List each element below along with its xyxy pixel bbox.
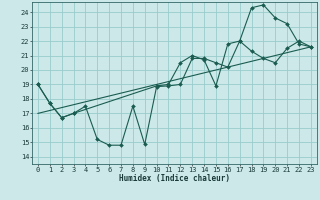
X-axis label: Humidex (Indice chaleur): Humidex (Indice chaleur) xyxy=(119,174,230,183)
